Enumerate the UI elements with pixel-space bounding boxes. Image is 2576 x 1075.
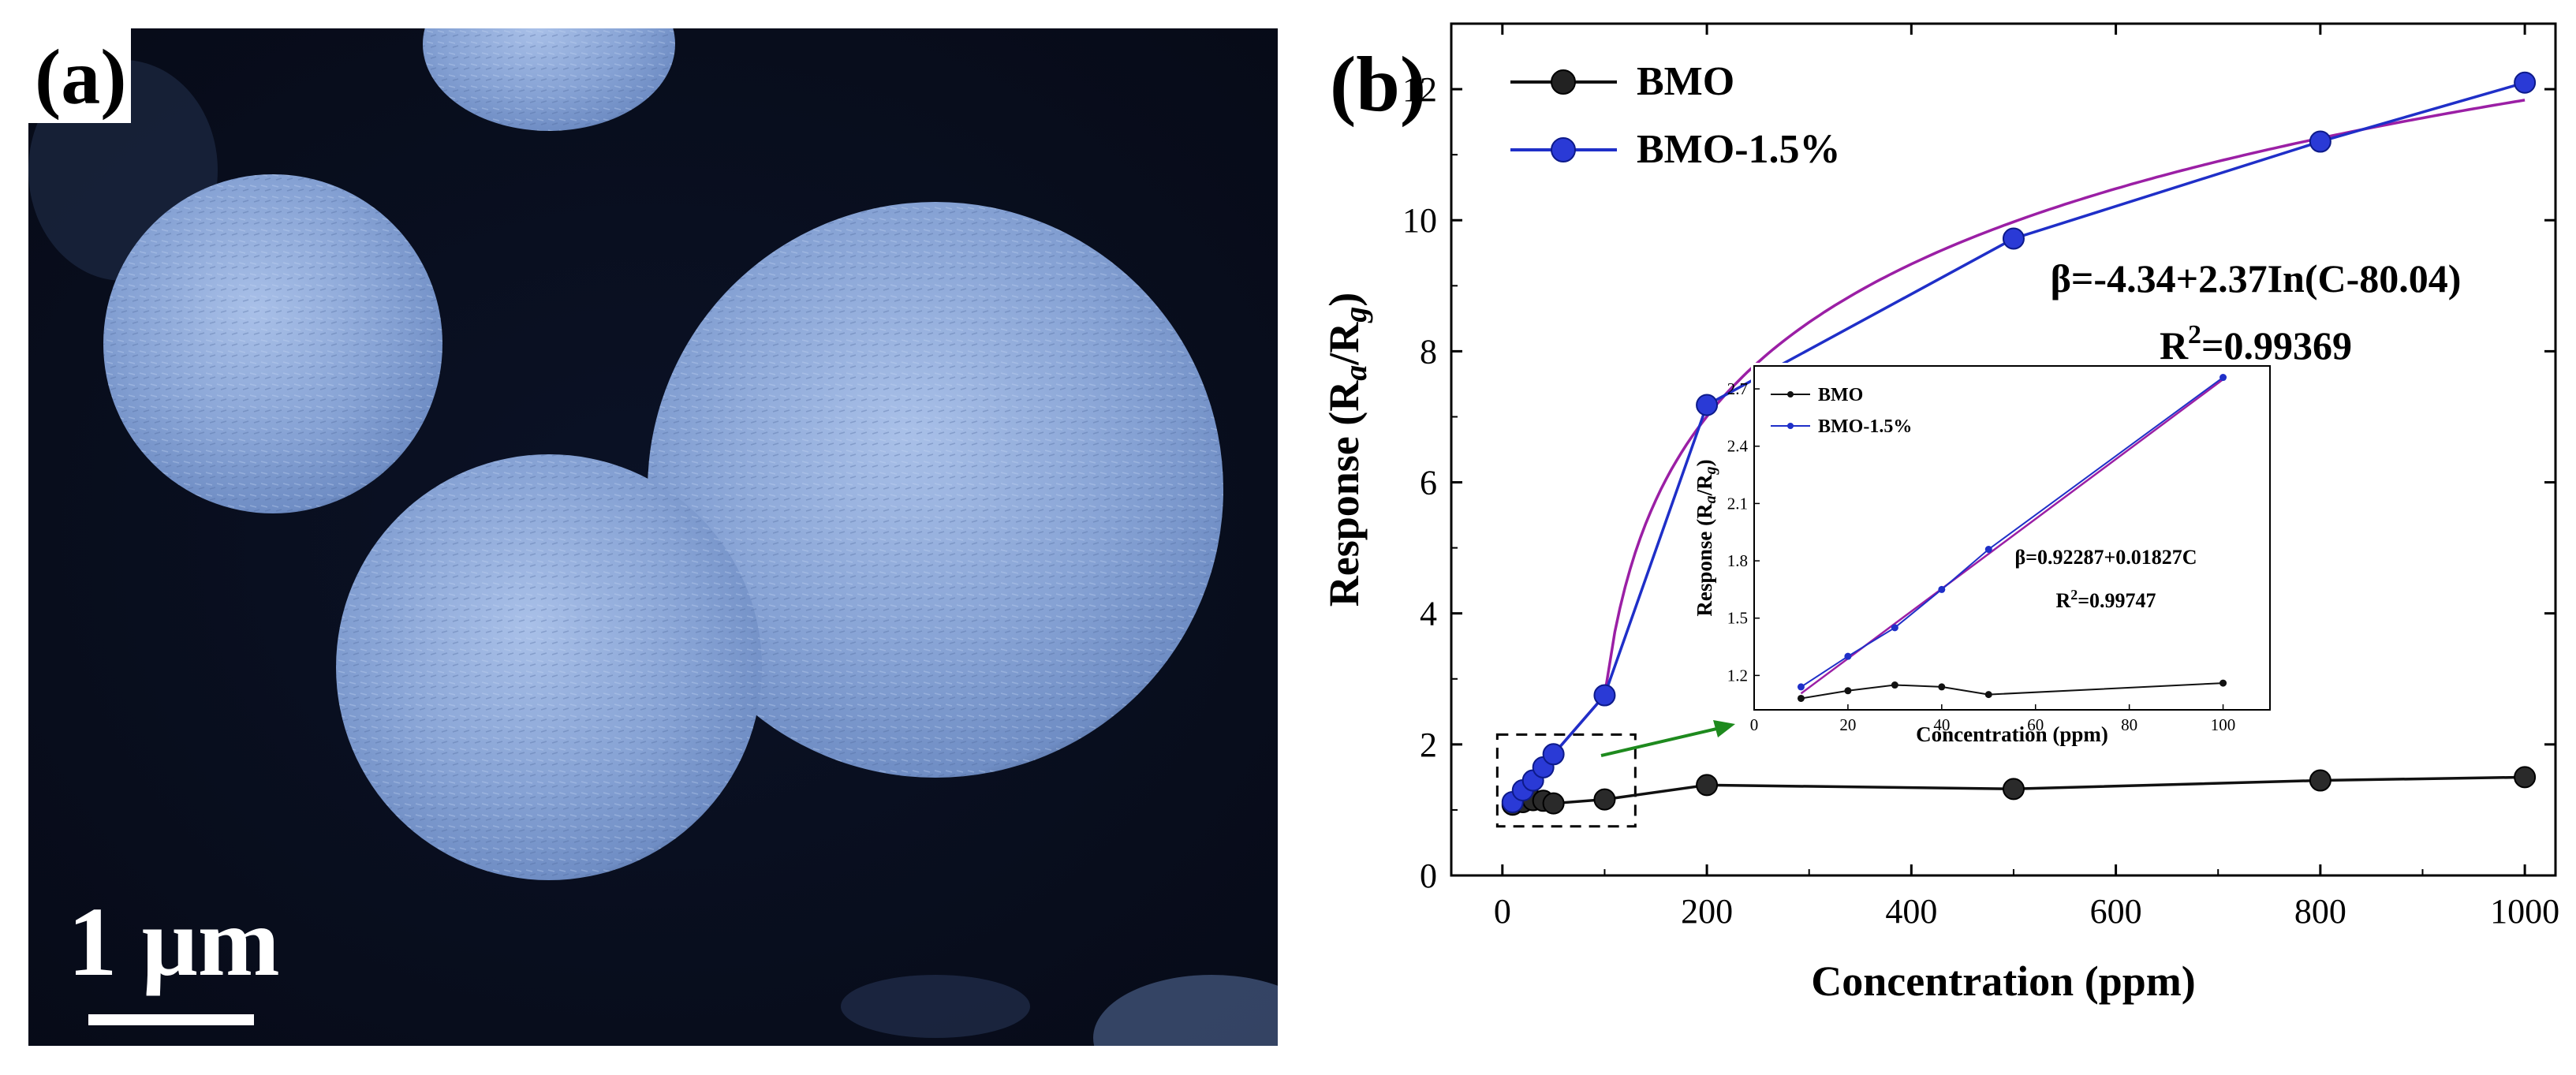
- inset-legend-marker-bmo-1-5: [1787, 423, 1794, 429]
- inset-point-bmo-1-5: [1891, 624, 1898, 632]
- inset-point-bmo: [2219, 679, 2227, 687]
- inset-plot-frame: [1753, 365, 2271, 711]
- inset-y-tick-label: 2.1: [1727, 494, 1748, 513]
- zoom-arrow-line: [1600, 726, 1724, 757]
- inset-r-squared: R2=0.99747: [2055, 587, 2156, 612]
- zoom-arrow-head: [1713, 720, 1735, 737]
- inset-x-tick-label: 0: [1750, 715, 1759, 734]
- main-point-bmo-1-5: [1696, 394, 1719, 416]
- sem-image-panel: (a) 1 μm: [28, 0, 1330, 1075]
- main-y-axis-label: Response (Ra/Rg): [1320, 293, 1373, 607]
- inset-fit-equation: β=0.92287+0.01827C: [2014, 546, 2197, 569]
- inset-series-line-bmo: [1801, 682, 2223, 700]
- inset-point-bmo: [1984, 691, 1992, 699]
- inset-y-tick-label: 1.5: [1727, 609, 1748, 628]
- inset-point-bmo-1-5: [1938, 585, 1946, 593]
- main-x-tick-label: 800: [2294, 892, 2346, 931]
- main-x-tick-label: 600: [2090, 892, 2142, 931]
- inset-point-bmo-1-5: [1844, 652, 1852, 660]
- main-y-tick-label: 10: [1402, 201, 1437, 240]
- main-legend: BMO BMO-1.5%: [1510, 59, 1841, 172]
- inset-point-bmo: [1891, 681, 1898, 689]
- inset-x-tick-label: 60: [2027, 715, 2044, 734]
- legend-marker-bmo: [1551, 69, 1576, 95]
- main-point-bmo: [2514, 766, 2537, 789]
- main-r-squared: R2=0.99369: [2160, 320, 2352, 368]
- inset-legend-label-bmo-1-5: BMO-1.5%: [1818, 416, 1912, 437]
- main-y-tick-label: 4: [1420, 595, 1437, 633]
- panel-b-label: (b): [1330, 40, 1426, 128]
- inset-y-tick-label: 1.2: [1727, 666, 1748, 685]
- inset-point-bmo-1-5: [1984, 546, 1992, 554]
- inset-point-bmo-1-5: [1797, 683, 1805, 691]
- main-y-tick-label: 0: [1420, 857, 1437, 895]
- inset-series-group: [1797, 374, 2227, 702]
- legend-label-bmo-1-5: BMO-1.5%: [1637, 127, 1841, 172]
- panel-a-label: (a): [35, 33, 127, 121]
- main-x-tick-label: 200: [1681, 892, 1733, 931]
- response-chart-panel: (b) 0 200 400 600 800 1000 0 2 4 6 8 10 12 Concentra…: [1309, 0, 2576, 1071]
- inset-x-tick-label: 20: [1839, 715, 1856, 734]
- debris-bottom: [841, 975, 1030, 1038]
- inset-x-tick-label: 80: [2121, 715, 2137, 734]
- inset-legend-marker-bmo: [1787, 391, 1794, 398]
- main-point-bmo-1-5: [2309, 130, 2331, 153]
- inset-point-bmo: [1844, 687, 1852, 695]
- main-x-axis-label: Concentration (ppm): [1811, 957, 2195, 1005]
- inset-y-axis-label: Response (Ra/Rg): [1693, 459, 1719, 616]
- inset-point-bmo: [1938, 683, 1946, 691]
- main-y-tick-label: 6: [1420, 464, 1437, 502]
- main-x-tick-label: 400: [1885, 892, 1937, 931]
- main-y-tick-label: 12: [1402, 70, 1437, 109]
- main-point-bmo-1-5: [1593, 684, 1616, 707]
- main-point-bmo: [2309, 769, 2331, 792]
- inset-x-tick-label: 100: [2211, 715, 2236, 734]
- inset-y-tick-label: 1.8: [1727, 551, 1748, 570]
- main-x-tick-label: 1000: [2490, 892, 2559, 931]
- main-point-bmo: [2002, 778, 2025, 801]
- inset-y-tick-label: 2.4: [1727, 437, 1749, 456]
- zoom-arrow: [1600, 720, 1735, 757]
- sem-image: (a) 1 μm: [28, 0, 1330, 1075]
- main-fit-equation: β=-4.34+2.37In(C-80.04): [2051, 256, 2462, 300]
- main-x-tick-label: 0: [1494, 892, 1511, 931]
- inset-legend: BMO BMO-1.5%: [1771, 385, 1912, 437]
- inset-x-tick-label: 40: [1933, 715, 1950, 734]
- main-point-bmo: [1542, 792, 1565, 815]
- main-point-bmo-1-5: [2002, 227, 2025, 250]
- panel-a-label-bg: [28, 28, 131, 123]
- inset-series-line-bmo-1-5: [1800, 376, 2224, 688]
- main-point-bmo: [1696, 774, 1719, 797]
- inset-x-axis-label: Concentration (ppm): [1916, 722, 2108, 746]
- inset-axes: 0 20 40 60 80 100 1.2 1.5 1.8 2.1 2.4 2.7: [1727, 379, 2236, 734]
- inset-point-bmo: [1797, 694, 1805, 702]
- main-point-bmo-1-5: [1542, 743, 1565, 766]
- main-point-bmo-1-5: [2514, 71, 2537, 94]
- inset-y-tick-label: 2.7: [1727, 379, 1748, 398]
- inset-legend-label-bmo: BMO: [1818, 385, 1863, 405]
- scale-bar: [88, 1014, 254, 1025]
- legend-label-bmo: BMO: [1637, 59, 1734, 104]
- main-y-tick-label: 8: [1420, 332, 1437, 371]
- main-point-bmo: [1593, 788, 1616, 811]
- scale-bar-label: 1 μm: [68, 888, 280, 997]
- inset-point-bmo-1-5: [2219, 374, 2227, 382]
- main-y-tick-label: 2: [1420, 726, 1437, 764]
- legend-marker-bmo-1-5: [1551, 137, 1576, 162]
- main-plot-frame: [1450, 22, 2557, 877]
